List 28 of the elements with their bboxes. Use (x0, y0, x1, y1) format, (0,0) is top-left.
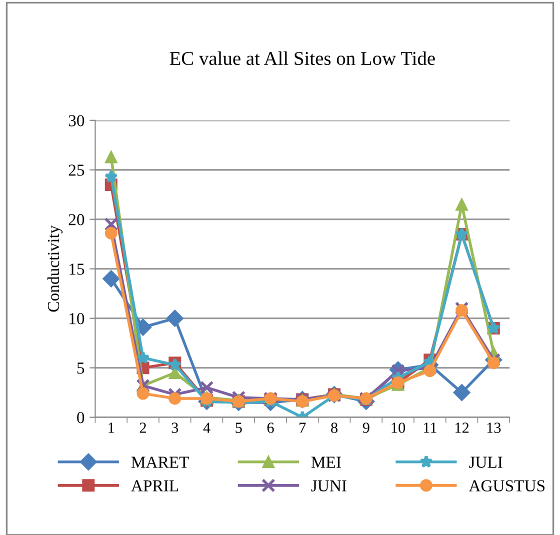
legend-label: MEI (311, 456, 341, 468)
y-axis-title: Conductivity (47, 225, 63, 312)
x-tick-label: 6 (267, 422, 274, 433)
legend-label: APRIL (131, 480, 178, 492)
legend-label: JULI (469, 456, 502, 468)
x-tick-label: 10 (392, 422, 406, 433)
y-tick-label: 10 (70, 313, 84, 324)
x-tick-label: 11 (424, 422, 436, 433)
x-tick-label: 3 (172, 422, 178, 433)
x-tick-label: 4 (203, 422, 210, 433)
legend-label: AGUSTUS (468, 480, 545, 492)
y-tick-label: 30 (68, 115, 84, 126)
x-tick-label: 13 (487, 422, 501, 433)
legend-label: MARET (131, 456, 189, 468)
x-tick-label: 2 (140, 422, 146, 433)
x-tick-label: 8 (331, 422, 338, 433)
y-tick-label: 15 (70, 264, 84, 275)
y-tick-label: 0 (77, 412, 84, 424)
x-tick-label: 7 (300, 422, 306, 433)
chart-title: EC value at All Sites on Low Tide (170, 51, 435, 66)
legend-label: JUNI (311, 480, 346, 492)
x-tick-label: 9 (362, 422, 370, 433)
y-tick-label: 5 (77, 362, 84, 374)
x-tick-label: 5 (236, 422, 242, 433)
y-tick-label: 25 (68, 164, 84, 176)
x-tick-label: 1 (108, 422, 114, 433)
y-tick-label: 20 (68, 214, 84, 226)
x-tick-label: 12 (455, 422, 469, 433)
